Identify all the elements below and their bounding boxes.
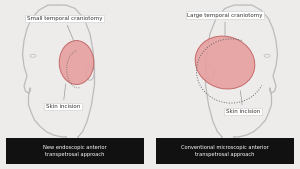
FancyBboxPatch shape bbox=[156, 138, 294, 164]
Ellipse shape bbox=[264, 54, 270, 57]
Text: Skin incision: Skin incision bbox=[226, 91, 260, 114]
Text: New endoscopic anterior
transpetrosal approach: New endoscopic anterior transpetrosal ap… bbox=[43, 145, 107, 156]
Ellipse shape bbox=[30, 54, 36, 57]
FancyBboxPatch shape bbox=[6, 138, 144, 164]
Ellipse shape bbox=[86, 65, 94, 80]
Text: Large temporal craniotomy: Large temporal craniotomy bbox=[187, 13, 263, 36]
Ellipse shape bbox=[195, 36, 255, 89]
Text: Skin incision: Skin incision bbox=[46, 84, 80, 109]
Text: Small temporal craniotomy: Small temporal craniotomy bbox=[27, 16, 102, 41]
Ellipse shape bbox=[59, 41, 94, 84]
Ellipse shape bbox=[206, 65, 214, 80]
Text: Conventional microscopic anterior
transpetrosal approach: Conventional microscopic anterior transp… bbox=[181, 145, 269, 156]
